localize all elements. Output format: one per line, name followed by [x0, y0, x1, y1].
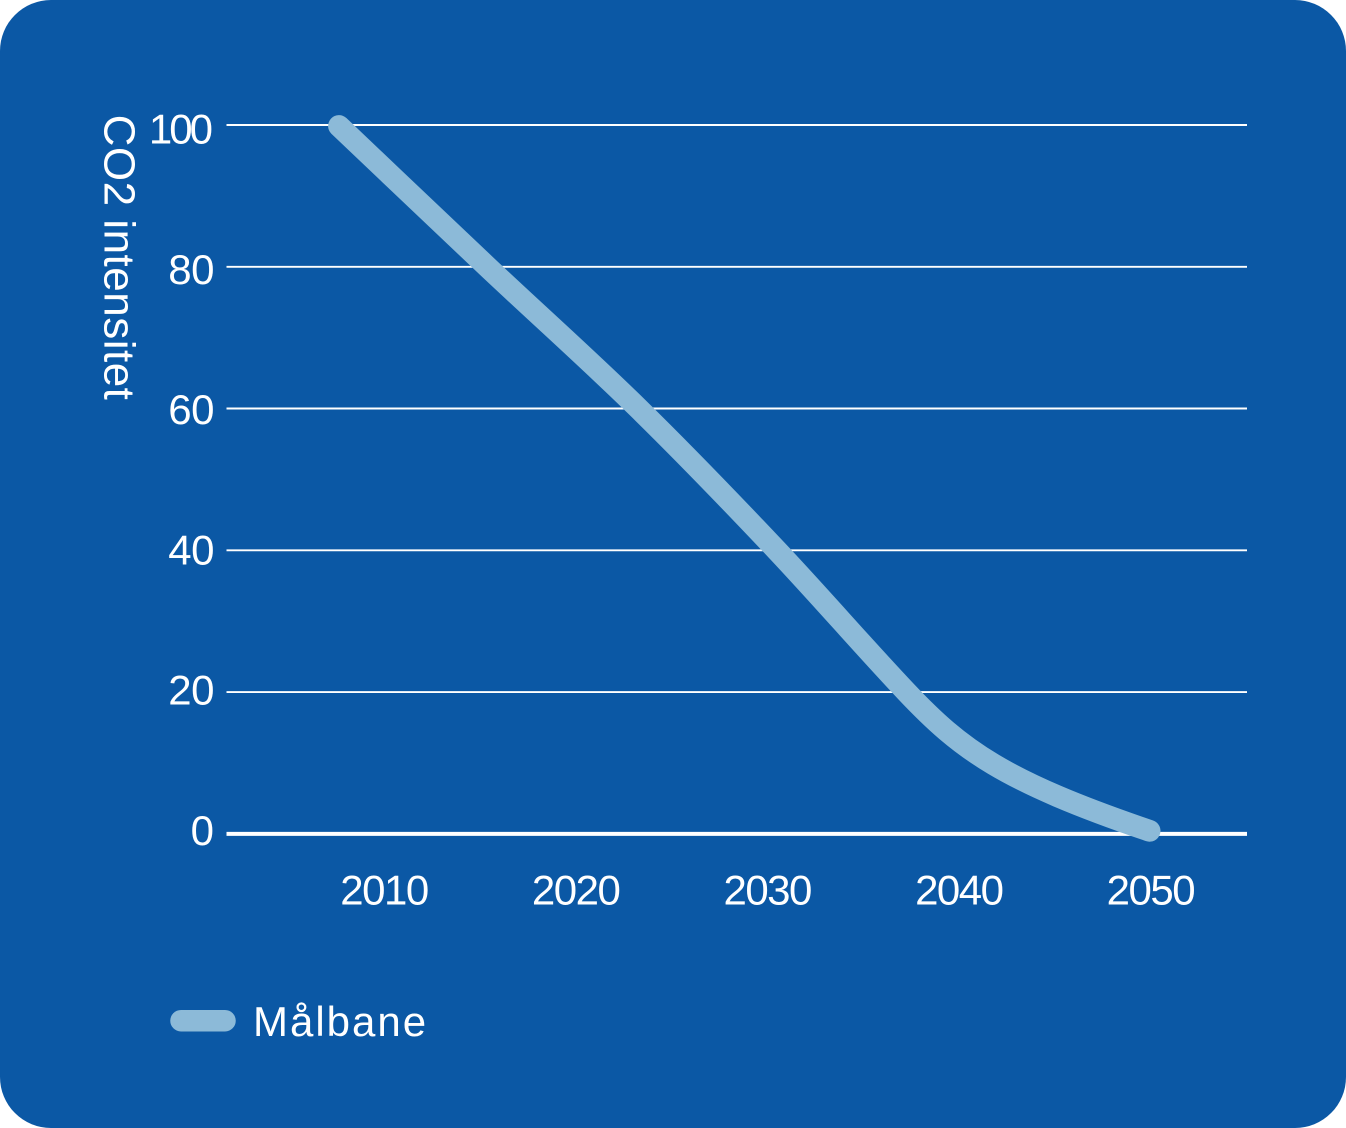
svg-text:2030: 2030	[723, 867, 811, 914]
svg-text:2050: 2050	[1107, 867, 1195, 914]
svg-text:40: 40	[168, 527, 214, 574]
svg-text:100: 100	[149, 106, 212, 153]
svg-text:Målbane: Målbane	[253, 998, 428, 1045]
svg-text:0: 0	[191, 807, 214, 854]
svg-text:2020: 2020	[532, 867, 620, 914]
svg-text:60: 60	[168, 386, 214, 433]
svg-text:2040: 2040	[915, 867, 1003, 914]
svg-text:20: 20	[168, 666, 214, 713]
svg-text:CO2 intensitet: CO2 intensitet	[95, 115, 144, 401]
svg-text:80: 80	[168, 246, 214, 293]
svg-text:2010: 2010	[340, 867, 428, 914]
